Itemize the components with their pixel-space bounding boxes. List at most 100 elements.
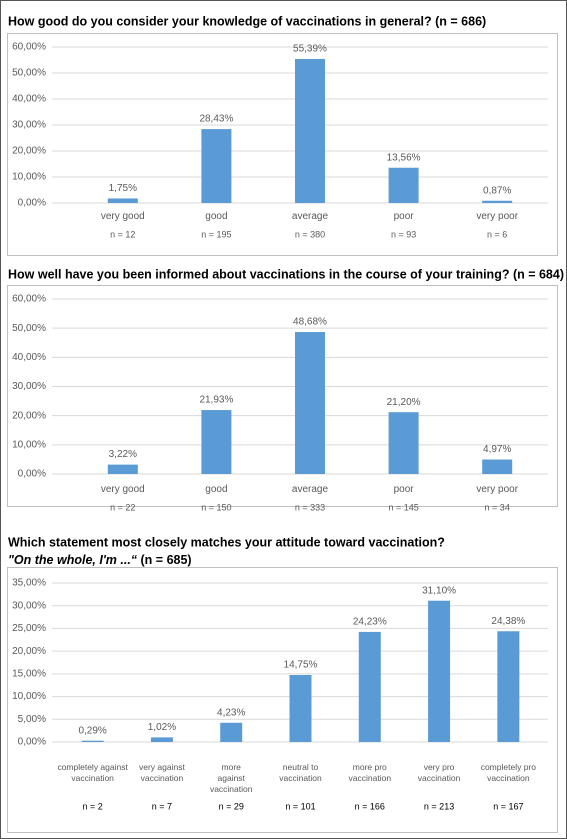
value-label: 3,22% xyxy=(109,449,137,460)
sample-size: n = 213 xyxy=(424,801,454,811)
value-label: 13,56% xyxy=(387,152,421,163)
x-tick-label: more against vaccination xyxy=(210,762,253,794)
bar xyxy=(358,631,381,742)
y-tick-label: 0,00% xyxy=(18,737,46,748)
value-label: 48,68% xyxy=(293,317,327,328)
x-tick-line: very poor xyxy=(476,211,518,222)
x-tick-label: very pro vaccination xyxy=(418,762,461,783)
bar xyxy=(107,198,138,203)
value-label: 0,29% xyxy=(78,725,106,736)
y-tick-label: 50,00% xyxy=(12,68,46,79)
x-tick-label: completely pro vaccination xyxy=(481,762,537,783)
x-tick-label: very against vaccination xyxy=(139,762,185,783)
sample-size: n = 34 xyxy=(485,502,510,512)
value-label: 4,97% xyxy=(483,444,511,455)
y-tick-label: 40,00% xyxy=(12,352,46,363)
x-tick-label: average xyxy=(292,484,329,495)
x-tick-label: poor xyxy=(394,211,415,222)
bar xyxy=(497,631,520,742)
x-tick-line: against xyxy=(218,773,246,783)
bar xyxy=(388,412,419,474)
y-tick-label: 0,00% xyxy=(18,469,46,480)
sample-size: n = 2 xyxy=(83,801,103,811)
x-tick-label: very good xyxy=(101,484,145,495)
x-tick-line: vaccination xyxy=(487,773,530,783)
value-label: 4,23% xyxy=(217,707,245,718)
chart-subtitle: "On the whole, I'm ...“ (n = 685) xyxy=(8,553,192,567)
x-tick-line: completely pro xyxy=(481,762,537,772)
x-tick-line: very pro xyxy=(424,762,455,772)
y-tick-label: 20,00% xyxy=(12,146,46,157)
chart-frame xyxy=(7,567,558,833)
subtitle-part: "On the whole, I'm ...“ xyxy=(8,553,138,567)
y-tick-label: 50,00% xyxy=(12,323,46,334)
chart-title: How good do you consider your knowledge … xyxy=(8,14,486,28)
value-label: 55,39% xyxy=(293,44,327,55)
x-tick-line: poor xyxy=(394,484,415,495)
sample-size: n = 93 xyxy=(391,229,416,239)
x-tick-line: very good xyxy=(101,484,145,495)
x-tick-line: poor xyxy=(394,211,415,222)
x-tick-line: very against xyxy=(139,762,185,772)
x-tick-label: good xyxy=(205,211,227,222)
bar xyxy=(295,58,325,204)
x-tick-label: completely against vaccination xyxy=(57,762,128,783)
sample-size: n = 101 xyxy=(285,801,315,811)
x-tick-line: very poor xyxy=(476,484,518,495)
sample-size: n = 7 xyxy=(152,801,172,811)
chart-title: Which statement most closely matches you… xyxy=(8,535,445,549)
sample-size: n = 6 xyxy=(487,229,507,239)
y-tick-label: 40,00% xyxy=(12,94,46,105)
y-tick-label: 20,00% xyxy=(12,410,46,421)
x-tick-line: good xyxy=(205,484,227,495)
value-label: 1,02% xyxy=(148,722,176,733)
value-label: 1,75% xyxy=(109,183,137,194)
x-tick-label: very poor xyxy=(476,484,518,495)
y-tick-label: 10,00% xyxy=(12,172,46,183)
value-label: 14,75% xyxy=(284,660,318,671)
sample-size: n = 195 xyxy=(201,229,231,239)
x-tick-line: completely against xyxy=(57,762,128,772)
x-tick-line: vaccination xyxy=(210,784,253,794)
sample-size: n = 145 xyxy=(388,502,418,512)
x-tick-line: more pro xyxy=(353,762,387,772)
x-tick-line: vaccination xyxy=(71,773,114,783)
value-label: 31,10% xyxy=(422,585,456,596)
sample-size: n = 380 xyxy=(295,229,325,239)
sample-size: n = 166 xyxy=(355,801,385,811)
x-tick-line: vaccination xyxy=(418,773,461,783)
x-tick-line: average xyxy=(292,484,329,495)
x-tick-line: average xyxy=(292,211,329,222)
y-tick-label: 10,00% xyxy=(12,439,46,450)
sample-size: n = 167 xyxy=(493,801,523,811)
bar xyxy=(482,200,513,203)
x-tick-line: vaccination xyxy=(141,773,184,783)
value-label: 21,20% xyxy=(387,397,421,408)
x-tick-line: vaccination xyxy=(279,773,322,783)
value-label: 21,93% xyxy=(199,395,233,406)
y-tick-label: 15,00% xyxy=(12,668,46,679)
bar xyxy=(81,740,104,742)
subtitle-part: (n = 685) xyxy=(137,553,192,567)
bar xyxy=(201,410,232,474)
x-tick-label: more pro vaccination xyxy=(349,762,392,783)
x-tick-line: more xyxy=(222,762,242,772)
x-tick-label: very good xyxy=(101,211,145,222)
bar xyxy=(150,737,173,742)
chart-frame xyxy=(7,33,558,256)
bar xyxy=(107,464,138,474)
sample-size: n = 333 xyxy=(295,502,325,512)
value-label: 0,87% xyxy=(483,185,511,196)
bar xyxy=(295,332,325,474)
y-tick-label: 30,00% xyxy=(12,600,46,611)
y-tick-label: 5,00% xyxy=(18,714,46,725)
x-tick-line: good xyxy=(205,211,227,222)
value-label: 28,43% xyxy=(199,114,233,125)
y-tick-label: 25,00% xyxy=(12,623,46,634)
sample-size: n = 150 xyxy=(201,502,231,512)
x-tick-line: very good xyxy=(101,211,145,222)
x-tick-line: vaccination xyxy=(349,773,392,783)
bar xyxy=(428,600,451,742)
sample-size: n = 22 xyxy=(110,502,135,512)
